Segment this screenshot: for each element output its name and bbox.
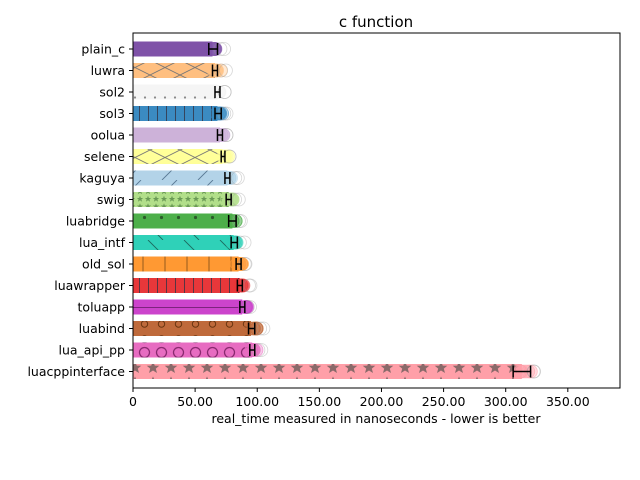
x-tick-label: 100.00	[235, 394, 279, 409]
bar-toluapp-hatch	[133, 299, 243, 315]
x-tick-label: 0	[129, 394, 137, 409]
bar-sol3-hatch	[133, 106, 218, 121]
error-bar-lua_intf	[230, 236, 239, 249]
x-tick-label: 150.00	[297, 394, 341, 409]
y-tick-label: sol3	[99, 106, 125, 121]
error-bar-luawrapper	[236, 279, 244, 292]
error-bar-sol3	[214, 107, 222, 120]
bar-kaguya-hatch	[133, 170, 228, 186]
bar-kaguya	[133, 170, 245, 186]
y-tick-label: luawrapper	[54, 278, 126, 293]
error-bar-lua_api_pp	[249, 344, 256, 356]
y-tick-label: selene	[84, 149, 125, 164]
y-tick-label: oolua	[91, 128, 125, 143]
error-bar-swig	[225, 193, 232, 206]
bar-oolua	[133, 127, 234, 143]
sample-point-selene	[219, 149, 234, 164]
bar-luacppinterface	[133, 364, 541, 379]
bar-selene	[133, 149, 237, 164]
error-bar-oolua	[216, 129, 224, 141]
bar-lua_api_pp	[133, 342, 269, 358]
bar-plain_c-fill	[133, 41, 213, 57]
bar-toluapp	[133, 299, 257, 315]
sample-point-luabind	[256, 321, 271, 336]
bar-oolua-fill	[133, 127, 220, 143]
y-tick-label: lua_api_pp	[59, 343, 126, 358]
bar-selene-hatch	[133, 149, 223, 164]
bar-luabind	[133, 321, 271, 336]
bar-lua_intf-hatch	[133, 235, 234, 250]
error-bar-selene	[220, 150, 226, 163]
y-tick-label: luabridge	[66, 214, 125, 229]
bar-luwra-hatch	[133, 63, 215, 78]
y-tick-label: plain_c	[81, 42, 125, 57]
plot-frame	[132, 32, 621, 389]
error-bar-luabridge	[227, 215, 237, 227]
error-bar-kaguya	[224, 172, 231, 184]
y-tick-label: swig	[97, 192, 125, 207]
bar-luawrapper	[133, 278, 258, 293]
y-tick-label: sol2	[99, 85, 125, 100]
bar-lua_intf	[133, 235, 252, 250]
bar-luawrapper-hatch	[133, 278, 240, 293]
bar-lua_api_pp-hatch	[133, 342, 253, 358]
bar-old_sol-hatch	[133, 256, 239, 272]
bar-sol3	[133, 106, 234, 121]
y-tick-label: luacppinterface	[27, 364, 125, 379]
error-bar-old_sol	[235, 258, 242, 270]
y-tick-label: luabind	[79, 321, 125, 336]
x-tick-label: 250.00	[422, 394, 466, 409]
bar-luabridge	[133, 213, 248, 229]
bar-old_sol	[133, 256, 253, 272]
bar-luwra	[133, 63, 233, 78]
chart-title: c function	[339, 13, 413, 31]
sample-point-swig	[231, 192, 246, 207]
bar-luabridge-hatch	[133, 213, 233, 229]
bar-sol2	[133, 84, 232, 100]
sample-point-luwra	[219, 63, 233, 78]
y-tick-label: luwra	[91, 63, 125, 78]
x-tick-label: 200.00	[360, 394, 404, 409]
bar-plain_c	[133, 41, 231, 57]
y-tick-label: old_sol	[82, 257, 125, 272]
sample-point-luawrapper	[243, 278, 258, 293]
error-bar-luabind	[247, 322, 256, 335]
error-bar-plain_c	[208, 43, 219, 55]
bar-luabind-hatch	[133, 321, 252, 336]
error-bar-toluapp	[239, 301, 246, 313]
error-bar-sol2	[214, 86, 221, 98]
y-tick-label: toluapp	[78, 300, 126, 315]
y-tick-label: lua_intf	[79, 235, 126, 250]
bar-swig-hatch	[133, 192, 229, 207]
bar-sol2-hatch	[133, 84, 218, 100]
x-tick-label: 350.00	[546, 394, 590, 409]
error-bar-luwra	[211, 64, 219, 77]
x-axis-label: real_time measured in nanoseconds - lowe…	[211, 411, 541, 426]
bar-swig	[133, 192, 246, 207]
y-tick-label: kaguya	[79, 171, 125, 186]
x-tick-label: 300.00	[484, 394, 528, 409]
x-tick-label: 50.00	[177, 394, 213, 409]
bar-luacppinterface-hatch	[133, 364, 522, 379]
error-bar-luacppinterface	[512, 365, 532, 378]
sample-point-kaguya	[230, 171, 245, 185]
bars-layer	[133, 41, 541, 379]
x-axis: 0 50.00 100.00 150.00 200.00 250.00 300.00 350.…	[129, 388, 590, 409]
